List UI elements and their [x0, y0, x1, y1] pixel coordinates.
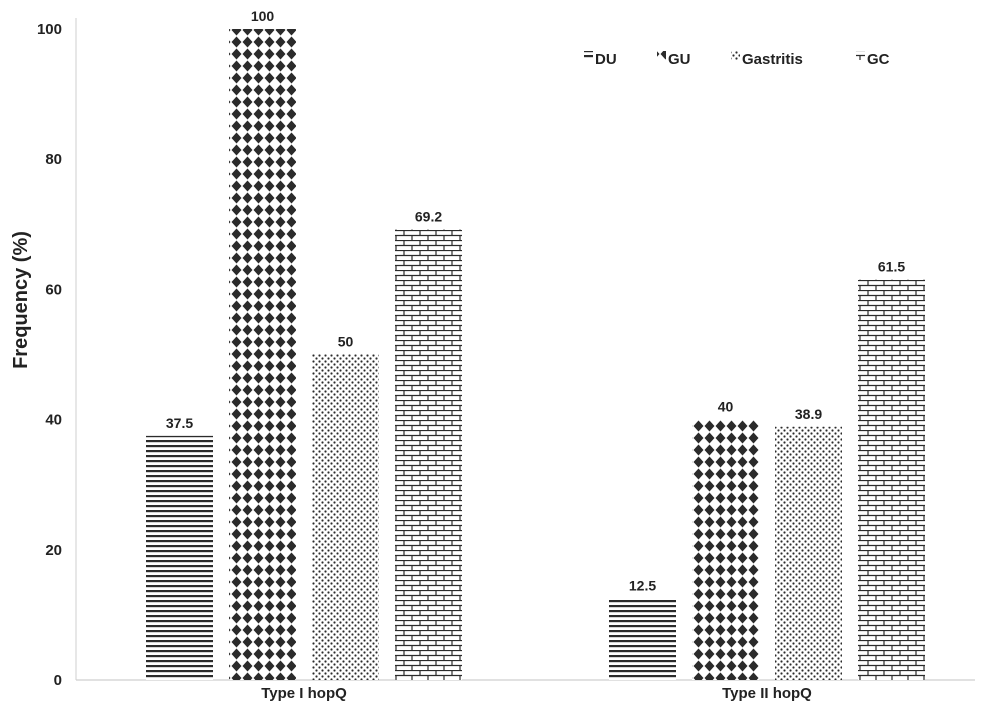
data-label-du-2: 12.5 [629, 578, 656, 594]
bar-gu-2 [692, 419, 759, 680]
bar-gastritis-2 [775, 426, 842, 680]
legend-label-gc: GC [867, 51, 890, 68]
data-label-gu-2: 40 [718, 399, 734, 415]
x-tick-labels: Type I hopQ Type II hopQ [261, 685, 812, 702]
bars: 37.5 100 50 69.2 12.5 40 38.9 61.5 [146, 8, 925, 680]
bar-gu-1 [229, 29, 296, 680]
legend-label-gastritis: Gastritis [742, 51, 803, 68]
data-label-gc-2: 61.5 [878, 259, 905, 275]
y-tick-label: 20 [45, 542, 62, 559]
x-tick-label: Type II hopQ [722, 685, 812, 702]
y-tick-label: 40 [45, 412, 62, 429]
data-label-gastritis-1: 50 [338, 334, 354, 350]
legend-swatch-gc [856, 51, 865, 60]
x-tick-label: Type I hopQ [261, 685, 347, 702]
bar-gastritis-1 [312, 354, 379, 680]
y-tick-label: 100 [37, 21, 62, 38]
legend-swatch-du [584, 51, 593, 60]
bar-du-1 [146, 435, 213, 680]
data-label-du-1: 37.5 [166, 415, 193, 431]
bar-gc-1 [395, 229, 462, 680]
y-axis-label: Frequency (%) [10, 231, 32, 369]
legend-label-gu: GU [668, 51, 691, 68]
y-ticks: 0 20 40 60 80 100 [37, 21, 62, 689]
data-label-gc-1: 69.2 [415, 209, 442, 225]
legend-swatch-gastritis [731, 51, 740, 60]
legend: DU GU Gastritis GC [584, 51, 890, 68]
y-tick-label: 80 [45, 151, 62, 168]
legend-label-du: DU [595, 51, 617, 68]
bar-du-2 [609, 598, 676, 680]
y-tick-label: 60 [45, 281, 62, 298]
bar-gc-2 [858, 279, 925, 680]
legend-swatch-gu [657, 51, 666, 60]
data-label-gu-1: 100 [251, 8, 275, 24]
data-label-gastritis-2: 38.9 [795, 406, 822, 422]
y-tick-label: 0 [54, 672, 62, 689]
